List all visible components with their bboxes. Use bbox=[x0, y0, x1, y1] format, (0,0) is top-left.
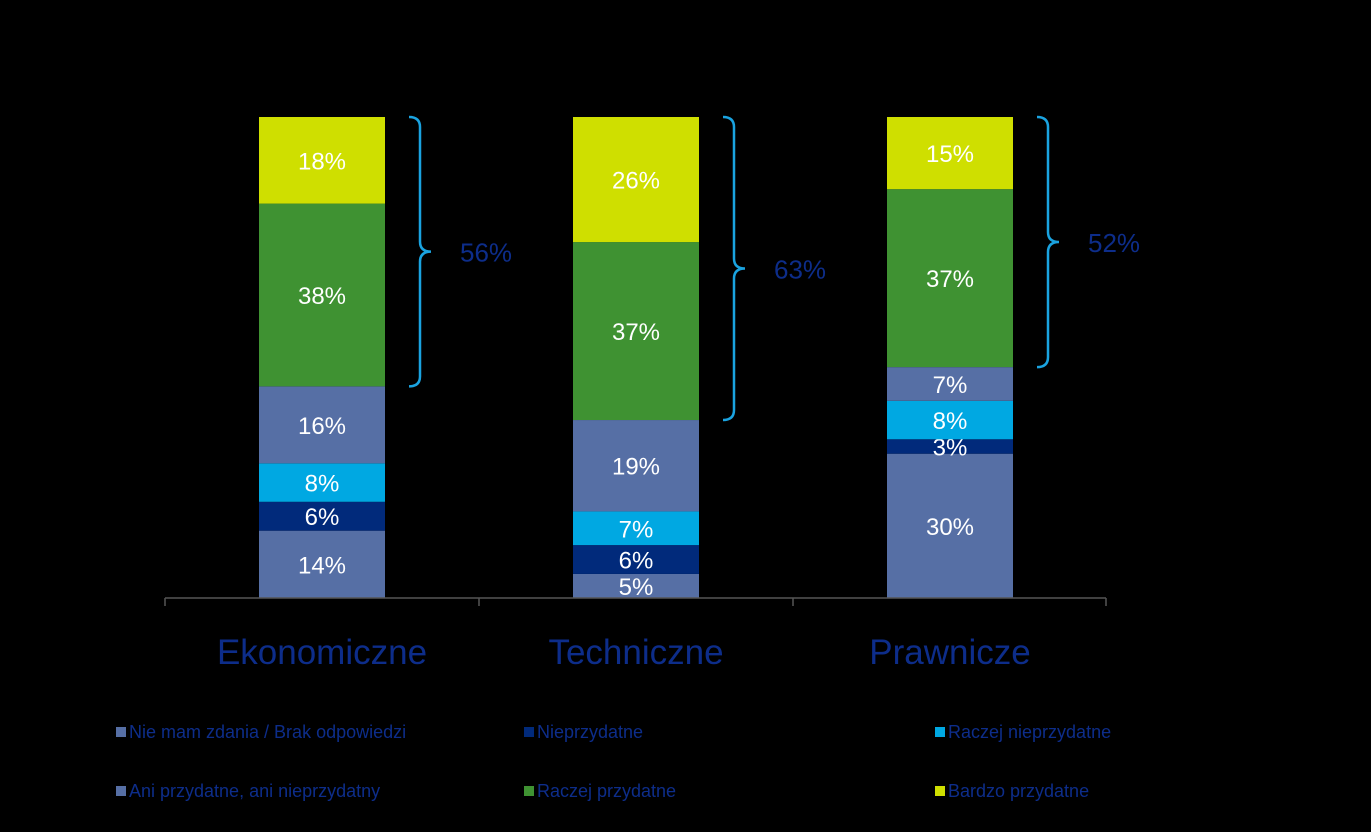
bracket-label-ekonomiczne: 56% bbox=[460, 238, 512, 268]
bar-prawnicze-bardzo-przydatne bbox=[887, 117, 1013, 190]
legend-swatch-raczej-nieprzydatne bbox=[935, 727, 945, 737]
data-label-prawnicze-raczej-nieprzydatne: 8% bbox=[933, 408, 968, 435]
bracket-techniczne bbox=[722, 115, 746, 422]
bracket-label-prawnicze: 52% bbox=[1088, 228, 1140, 258]
legend-label-nieprzydatne: Nieprzydatne bbox=[537, 722, 643, 742]
x-axis: Ekonomiczne Techniczne Prawnicze bbox=[164, 597, 1107, 672]
legend-label-bardzo-przydatne: Bardzo przydatne bbox=[948, 781, 1089, 801]
x-tick-label-prawnicze: Prawnicze bbox=[869, 633, 1030, 672]
bars-layer: 14%6%8%16%38%18%5%6%7%19%37%26%30%3%8%7%… bbox=[259, 117, 1013, 601]
data-label-techniczne-nie-mam-zdania-brak-odpowiedzi: 5% bbox=[619, 574, 654, 601]
data-label-ekonomiczne-ani-przydatne-ani-nieprzydatny: 16% bbox=[298, 413, 346, 440]
data-label-ekonomiczne-nieprzydatne: 6% bbox=[305, 504, 340, 531]
data-label-prawnicze-bardzo-przydatne: 15% bbox=[926, 141, 974, 168]
bar-prawnicze-raczej-nieprzydatne bbox=[887, 400, 1013, 440]
bar-ekonomiczne-raczej-przydatne bbox=[259, 203, 385, 387]
bar-prawnicze-raczej-przydatne bbox=[887, 189, 1013, 368]
data-label-ekonomiczne-raczej-nieprzydatne: 8% bbox=[305, 471, 340, 498]
data-label-ekonomiczne-bardzo-przydatne: 18% bbox=[298, 148, 346, 175]
bar-ekonomiczne-raczej-nieprzydatne bbox=[259, 463, 385, 502]
bar-prawnicze-nieprzydatne bbox=[887, 439, 1013, 454]
legend-swatch-ani-przydatne-ani-nieprzydatny bbox=[116, 786, 126, 796]
x-tick-label-techniczne: Techniczne bbox=[548, 633, 723, 672]
bar-prawnicze-ani-przydatne-ani-nieprzydatny bbox=[887, 367, 1013, 401]
bracket-label-techniczne: 63% bbox=[774, 255, 826, 285]
legend-swatch-bardzo-przydatne bbox=[935, 786, 945, 796]
bracket-ekonomiczne bbox=[408, 115, 432, 388]
data-label-prawnicze-nie-mam-zdania-brak-odpowiedzi: 30% bbox=[926, 514, 974, 541]
data-label-techniczne-raczej-przydatne: 37% bbox=[612, 319, 660, 346]
bar-techniczne-ani-przydatne-ani-nieprzydatny bbox=[573, 420, 699, 512]
legend-label-raczej-nieprzydatne: Raczej nieprzydatne bbox=[948, 722, 1111, 742]
bar-ekonomiczne-nieprzydatne bbox=[259, 501, 385, 531]
legend-swatch-nie-mam-zdania-brak-odpowiedzi bbox=[116, 727, 126, 737]
bar-techniczne-raczej-przydatne bbox=[573, 242, 699, 421]
bar-ekonomiczne-nie-mam-zdania-brak-odpowiedzi bbox=[259, 530, 385, 598]
data-label-techniczne-bardzo-przydatne: 26% bbox=[612, 168, 660, 195]
data-label-techniczne-nieprzydatne: 6% bbox=[619, 548, 654, 575]
bar-techniczne-bardzo-przydatne bbox=[573, 117, 699, 243]
legend-label-ani-przydatne-ani-nieprzydatny: Ani przydatne, ani nieprzydatny bbox=[129, 781, 380, 801]
bar-ekonomiczne-ani-przydatne-ani-nieprzydatny bbox=[259, 386, 385, 464]
legend-swatch-raczej-przydatne bbox=[524, 786, 534, 796]
bar-techniczne-nie-mam-zdania-brak-odpowiedzi bbox=[573, 573, 699, 598]
legend-swatch-nieprzydatne bbox=[524, 727, 534, 737]
data-label-prawnicze-ani-przydatne-ani-nieprzydatny: 7% bbox=[933, 372, 968, 399]
x-tick-label-ekonomiczne: Ekonomiczne bbox=[217, 633, 427, 672]
data-label-techniczne-raczej-nieprzydatne: 7% bbox=[619, 516, 654, 543]
data-label-prawnicze-raczej-przydatne: 37% bbox=[926, 266, 974, 293]
bar-techniczne-raczej-nieprzydatne bbox=[573, 511, 699, 546]
brackets-layer: 56% 63% 52% bbox=[408, 115, 1140, 422]
legend: Nie mam zdania / Brak odpowiedzi Nieprzyd… bbox=[116, 722, 1111, 801]
legend-label-nie-mam-zdania-brak-odpowiedzi: Nie mam zdania / Brak odpowiedzi bbox=[129, 722, 406, 742]
bracket-prawnicze bbox=[1036, 115, 1060, 369]
bar-prawnicze-nie-mam-zdania-brak-odpowiedzi bbox=[887, 453, 1013, 598]
legend-label-raczej-przydatne: Raczej przydatne bbox=[537, 781, 676, 801]
data-label-techniczne-ani-przydatne-ani-nieprzydatny: 19% bbox=[612, 454, 660, 481]
data-label-ekonomiczne-raczej-przydatne: 38% bbox=[298, 283, 346, 310]
data-label-ekonomiczne-nie-mam-zdania-brak-odpowiedzi: 14% bbox=[298, 552, 346, 579]
bar-techniczne-nieprzydatne bbox=[573, 545, 699, 574]
bar-ekonomiczne-bardzo-przydatne bbox=[259, 117, 385, 204]
